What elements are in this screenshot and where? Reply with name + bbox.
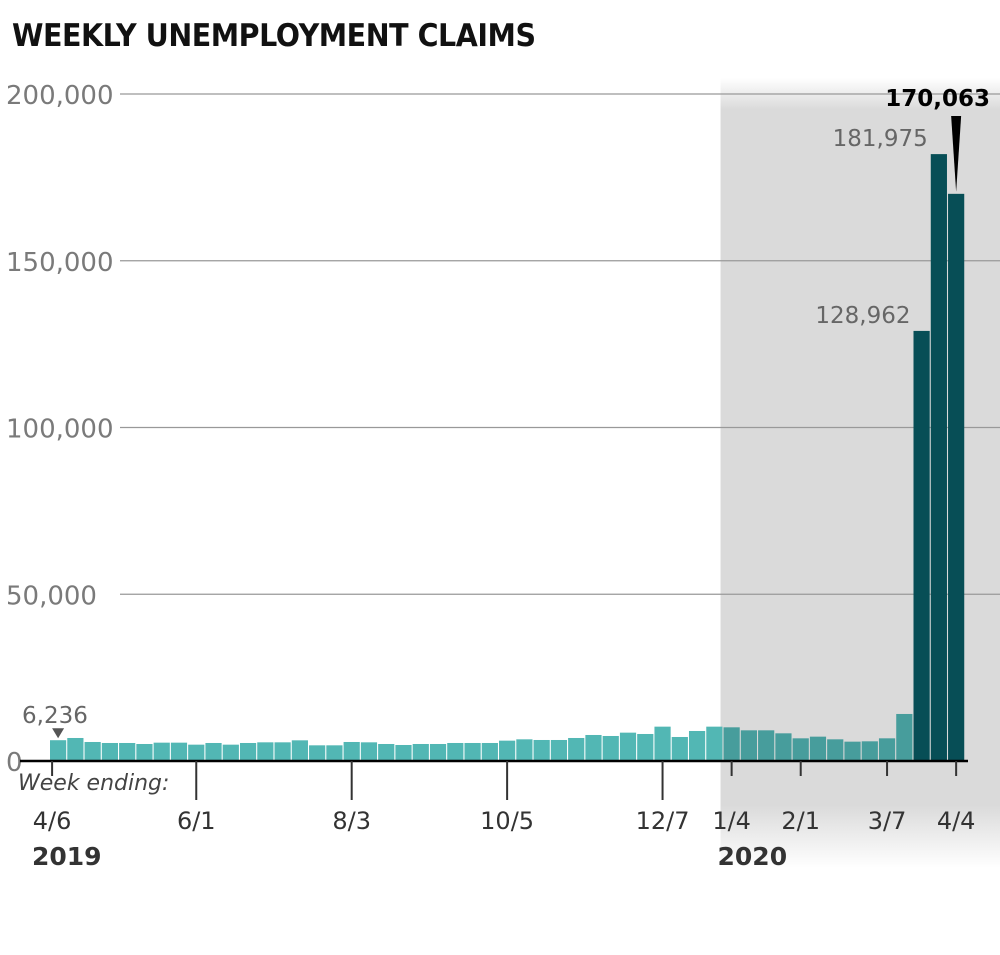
bar: [913, 330, 930, 761]
x-tick-label: 8/3: [332, 807, 371, 835]
bar: [481, 742, 498, 761]
bar: [50, 740, 67, 761]
bar: [844, 741, 861, 761]
bar: [136, 743, 153, 761]
bar: [429, 743, 447, 761]
bar: [309, 745, 326, 761]
bar: [170, 742, 188, 761]
bar: [619, 732, 637, 761]
x-tick-label: 4/4: [937, 807, 976, 835]
bar: [222, 744, 239, 761]
year-label: 2020: [718, 842, 788, 871]
x-axis-title: Week ending:: [18, 771, 169, 796]
bar: [948, 193, 965, 761]
bar: [516, 739, 533, 761]
bar: [291, 740, 308, 761]
x-tick-label: 6/1: [177, 807, 216, 835]
bar: [654, 726, 671, 761]
x-tick-label: 4/6: [33, 807, 72, 835]
bar: [827, 739, 844, 761]
annotation-label: 128,962: [815, 303, 910, 329]
bar: [688, 730, 706, 761]
bar: [153, 742, 170, 761]
annotation-label: 170,063: [885, 86, 990, 112]
bar: [809, 736, 827, 761]
bar: [395, 744, 412, 761]
y-tick-label: 100,000: [6, 415, 114, 445]
bar: [533, 739, 550, 761]
bar: [343, 741, 360, 761]
annotation-pointer: [52, 728, 65, 739]
y-tick-label: 150,000: [6, 248, 114, 278]
annotation-label: 181,975: [833, 126, 928, 152]
bar: [378, 743, 395, 761]
bar: [67, 737, 84, 761]
bar: [602, 735, 619, 761]
bar: [637, 733, 654, 761]
annotation-label: 6,236: [22, 703, 88, 729]
bar: [360, 742, 378, 761]
bar: [861, 741, 878, 761]
bar: [119, 742, 136, 761]
annotation-pointer: [951, 116, 962, 192]
bar: [101, 742, 119, 761]
bar: [464, 742, 481, 761]
bar: [188, 744, 205, 761]
chart-title: WEEKLY UNEMPLOYMENT CLAIMS: [12, 18, 536, 54]
bar: [84, 741, 101, 761]
bar: [758, 730, 775, 761]
bar: [550, 739, 568, 761]
y-tick-label: 50,000: [6, 581, 97, 611]
bar: [775, 733, 792, 761]
bar: [412, 743, 429, 761]
y-tick-label: 0: [6, 748, 23, 778]
bar: [568, 737, 585, 761]
y-tick-label: 200,000: [6, 81, 114, 111]
bar: [585, 734, 602, 761]
x-tick-label: 2/1: [781, 807, 820, 835]
bar: [205, 742, 222, 761]
bar: [671, 736, 688, 761]
year-label: 2019: [32, 842, 102, 871]
x-tick-label: 12/7: [636, 807, 690, 835]
bar: [326, 745, 343, 761]
x-tick-label: 3/7: [868, 807, 907, 835]
bar: [447, 742, 464, 761]
x-tick-label: 1/4: [712, 807, 751, 835]
bar: [878, 738, 896, 761]
bar: [723, 727, 740, 761]
bar: [706, 726, 723, 761]
bar: [239, 742, 257, 761]
bar: [740, 730, 757, 761]
bar: [499, 740, 516, 761]
bar: [930, 154, 947, 761]
bar: [792, 738, 809, 761]
bar: [896, 713, 913, 761]
bar: [257, 742, 274, 761]
bar: [274, 742, 291, 761]
x-tick-label: 10/5: [480, 807, 534, 835]
